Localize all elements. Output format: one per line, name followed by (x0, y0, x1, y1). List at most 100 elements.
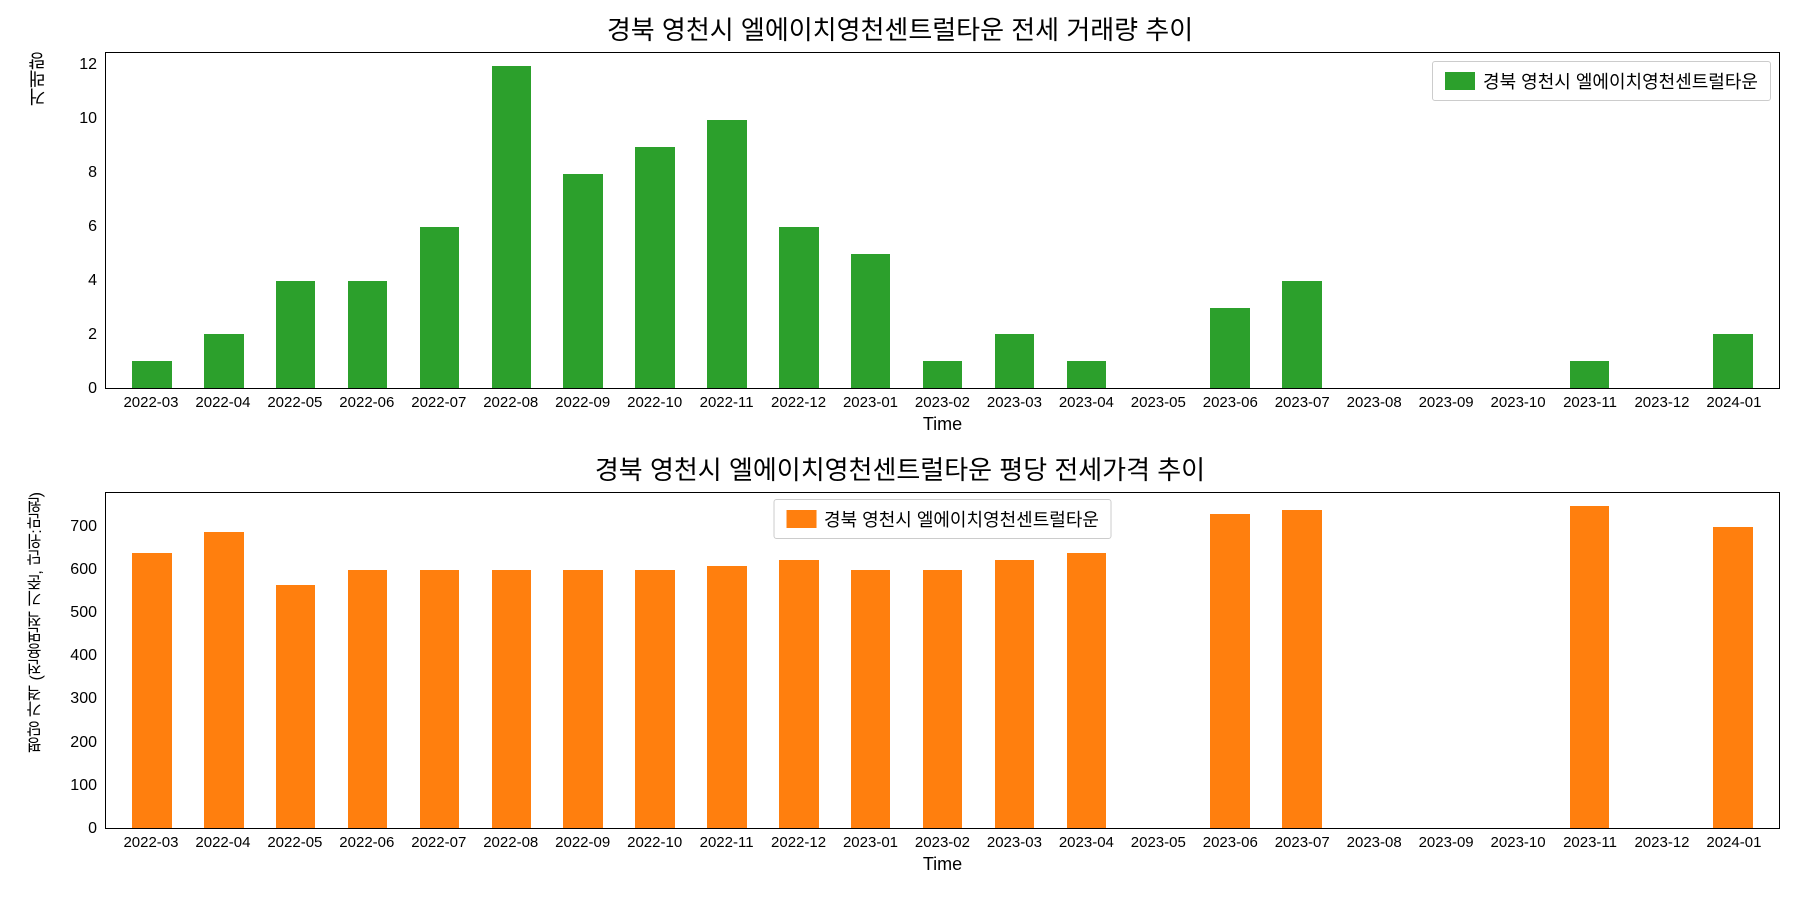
x-tick-label: 2022-09 (547, 834, 619, 851)
bar-slot (1697, 53, 1769, 388)
chart-1-xlabel-row: Time (50, 411, 1780, 435)
x-tick-label: 2022-10 (619, 394, 691, 411)
x-tick-label: 2023-09 (1410, 834, 1482, 851)
x-tick-label: 2022-12 (763, 834, 835, 851)
bar-slot (763, 53, 835, 388)
bar (1282, 281, 1322, 388)
chart-2-xlabel: Time (105, 854, 1780, 875)
bar (1067, 361, 1107, 388)
bar-slot (404, 493, 476, 828)
y-tick-label: 200 (70, 734, 97, 752)
chart-2-axis-wrapper: 0100200300400500600700 경북 영천시 엘에이치영천센트럴타… (50, 492, 1780, 875)
x-tick-label: 2023-10 (1482, 394, 1554, 411)
bar (492, 570, 532, 828)
bar-slot (1410, 53, 1482, 388)
chart-2-ylabel-wrap: 평당 가격 (전용면적 기준, 단위:만원) (20, 492, 50, 875)
bar (348, 570, 388, 828)
x-tick-label: 2022-04 (187, 394, 259, 411)
bar (1282, 510, 1322, 828)
chart-2-bars (106, 493, 1779, 828)
bar-slot (691, 53, 763, 388)
bar-slot (1338, 53, 1410, 388)
x-tick-label: 2023-01 (835, 394, 907, 411)
bar (635, 570, 675, 828)
bar-slot (1122, 493, 1194, 828)
y-tick-label: 4 (88, 272, 97, 290)
chart-2-body: 평당 가격 (전용면적 기준, 단위:만원) 01002003004005006… (20, 492, 1780, 875)
bar (563, 174, 603, 388)
bar (132, 553, 172, 828)
x-tick-label: 2023-05 (1122, 394, 1194, 411)
bar-slot (907, 53, 979, 388)
chart-1-legend-label: 경북 영천시 엘에이치영천센트럴타운 (1483, 68, 1758, 94)
x-tick-label: 2022-08 (475, 394, 547, 411)
x-tick-label: 2023-09 (1410, 394, 1482, 411)
bar (995, 334, 1035, 388)
x-tick-label: 2023-06 (1194, 394, 1266, 411)
chart-2-ylabel: 평당 가격 (전용면적 기준, 단위:만원) (20, 492, 54, 753)
bar (1713, 334, 1753, 388)
y-tick-label: 700 (70, 518, 97, 536)
chart-1-container: 경북 영천시 엘에이치영천센트럴타운 전세 거래량 추이 거래량 0246810… (20, 10, 1780, 435)
x-tick-label: 2022-05 (259, 834, 331, 851)
bar-slot (1338, 493, 1410, 828)
bar-slot (547, 493, 619, 828)
x-tick-label: 2022-07 (403, 394, 475, 411)
bar-slot (1697, 493, 1769, 828)
bar-slot (1122, 53, 1194, 388)
bar (420, 570, 460, 828)
y-tick-label: 0 (88, 380, 97, 398)
bar-slot (835, 493, 907, 828)
chart-2-title: 경북 영천시 엘에이치영천센트럴타운 평당 전세가격 추이 (20, 450, 1780, 487)
x-tick-label: 2022-12 (763, 394, 835, 411)
bar-slot (1266, 493, 1338, 828)
bar-slot (1625, 493, 1697, 828)
chart-2-xlabel-row: Time (50, 851, 1780, 875)
chart-1-xlabel: Time (105, 414, 1780, 435)
bar (635, 147, 675, 388)
bar (1067, 553, 1107, 828)
x-tick-label: 2022-03 (115, 394, 187, 411)
bar (923, 361, 963, 388)
bar-slot (619, 493, 691, 828)
bar-slot (332, 53, 404, 388)
chart-2-plot-area: 경북 영천시 엘에이치영천센트럴타운 (105, 492, 1780, 829)
chart-1-xaxis-row: 2022-032022-042022-052022-062022-072022-… (50, 389, 1780, 411)
bar-slot (1194, 53, 1266, 388)
x-tick-label: 2022-05 (259, 394, 331, 411)
bar-slot (188, 493, 260, 828)
chart-2-xaxis-row: 2022-032022-042022-052022-062022-072022-… (50, 829, 1780, 851)
chart-2-xaxis: 2022-032022-042022-052022-062022-072022-… (105, 829, 1780, 851)
x-tick-label: 2023-08 (1338, 834, 1410, 851)
bar-slot (1050, 493, 1122, 828)
bar (276, 281, 316, 388)
bar (563, 570, 603, 828)
x-tick-label: 2023-12 (1626, 394, 1698, 411)
bar-slot (116, 53, 188, 388)
chart-1-title: 경북 영천시 엘에이치영천센트럴타운 전세 거래량 추이 (20, 10, 1780, 47)
x-tick-label: 2022-06 (331, 394, 403, 411)
bar-slot (475, 493, 547, 828)
chart-1-legend-swatch (1445, 72, 1475, 90)
bar (851, 254, 891, 388)
y-tick-label: 600 (70, 561, 97, 579)
x-tick-label: 2022-11 (691, 394, 763, 411)
chart-1-legend: 경북 영천시 엘에이치영천센트럴타운 (1432, 61, 1771, 101)
x-tick-label: 2023-01 (835, 834, 907, 851)
bar-slot (1625, 53, 1697, 388)
y-tick-label: 8 (88, 164, 97, 182)
bar-slot (475, 53, 547, 388)
chart-2-yaxis: 0100200300400500600700 (50, 492, 105, 829)
x-tick-label: 2024-01 (1698, 834, 1770, 851)
x-tick-label: 2023-08 (1338, 394, 1410, 411)
bar-slot (691, 493, 763, 828)
x-tick-label: 2023-06 (1194, 834, 1266, 851)
bar-slot (835, 53, 907, 388)
y-tick-label: 0 (88, 820, 97, 838)
x-tick-label: 2023-02 (906, 834, 978, 851)
bar-slot (619, 53, 691, 388)
y-tick-label: 500 (70, 604, 97, 622)
x-tick-label: 2022-07 (403, 834, 475, 851)
bar-slot (979, 493, 1051, 828)
x-tick-label: 2023-07 (1266, 834, 1338, 851)
